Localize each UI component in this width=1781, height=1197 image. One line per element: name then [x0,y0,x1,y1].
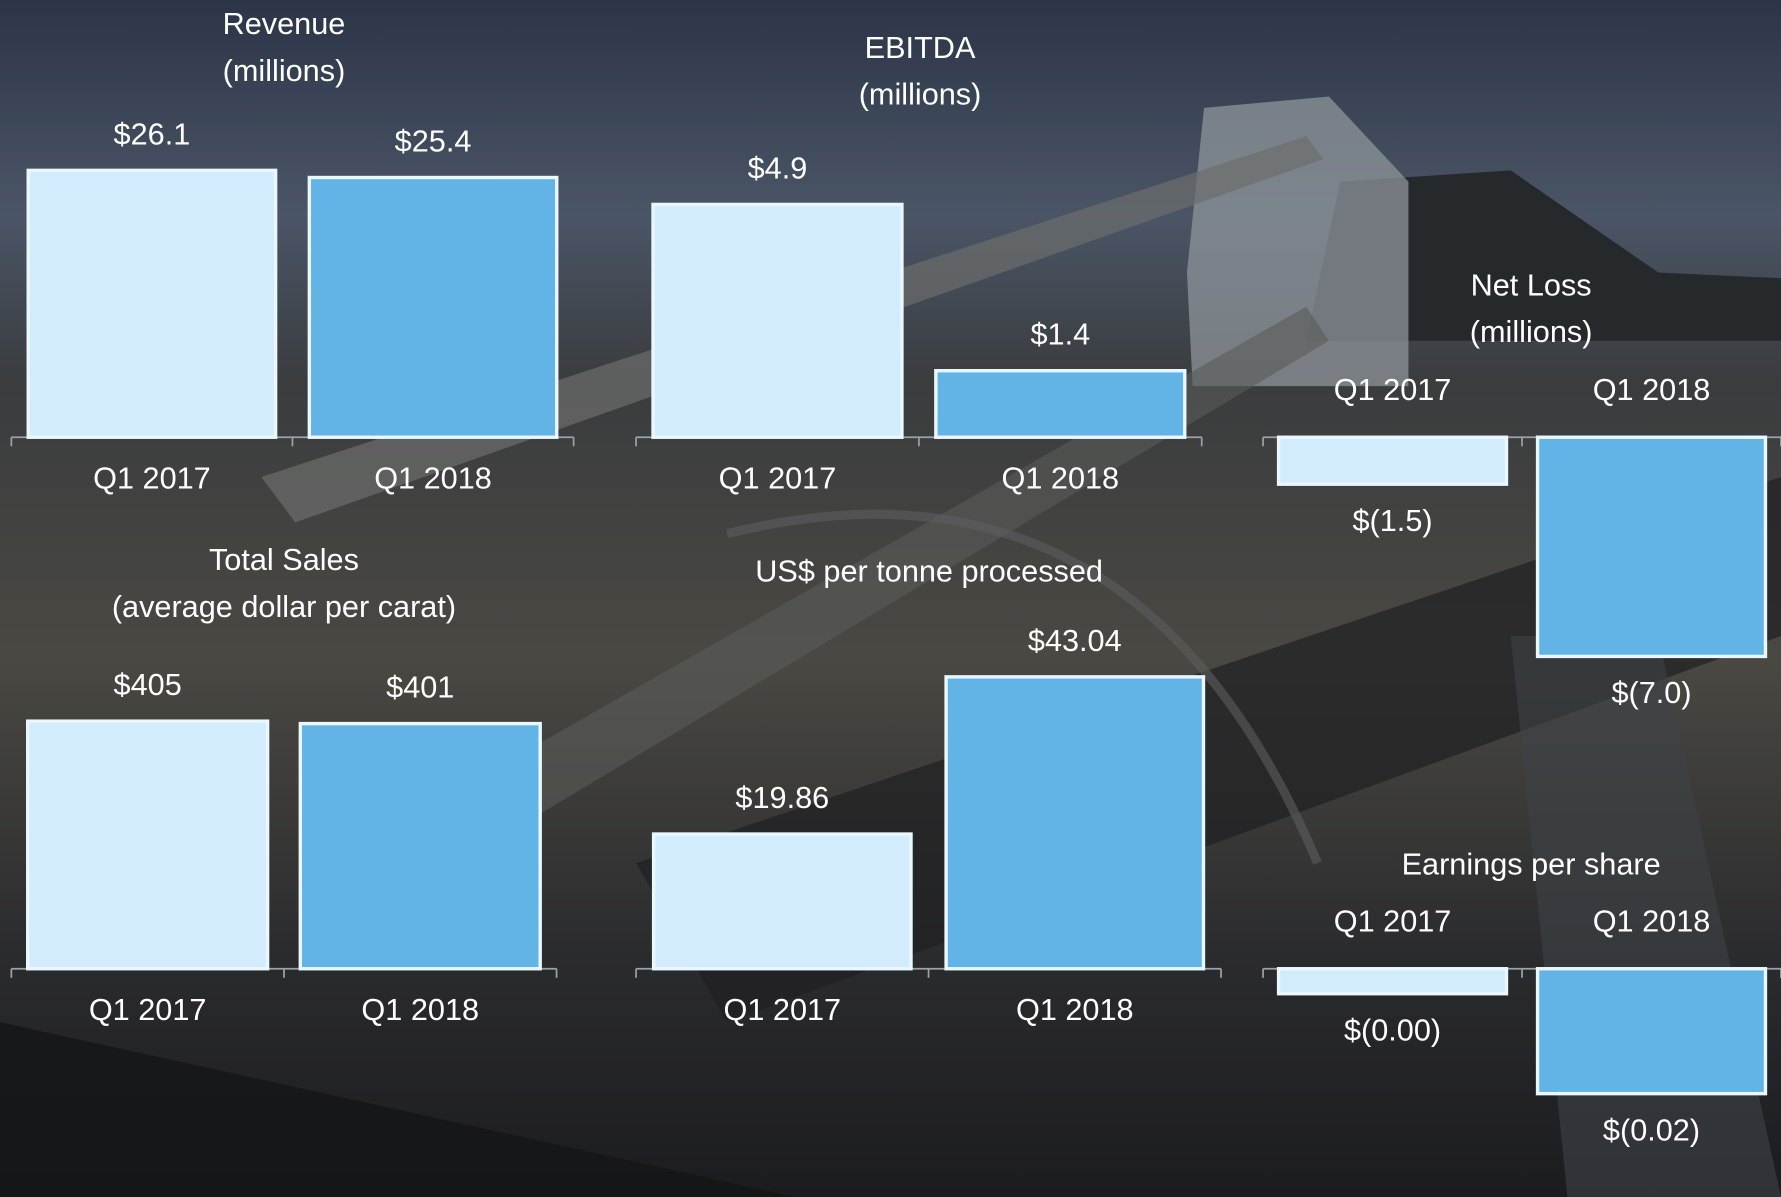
value-label: $(0.00) [1344,1013,1441,1047]
bar [1535,435,1768,659]
value-label: $19.86 [735,781,829,815]
bar [651,202,904,439]
value-label: $43.04 [1028,624,1122,658]
chart: Total Sales (average dollar per carat) $40… [10,543,558,1027]
bar [1276,435,1509,486]
category-label: Q1 2017 [89,993,207,1027]
category-label: Q1 2018 [374,461,492,495]
chart-title: EBITDA [865,31,976,65]
value-label: $4.9 [748,151,808,185]
bar [26,168,278,439]
chart: Revenue (millions) $26.1 Q1 2017 $25.4 Q1 201… [10,7,575,495]
chart-title: Net Loss [1471,268,1592,302]
chart-title: US$ per tonne processed [755,555,1103,589]
chart: US$ per tonne processed $19.86 Q1 2017 $43.… [635,555,1222,1027]
category-label: Q1 2018 [1001,461,1119,495]
category-label: Q1 2018 [1016,993,1134,1027]
chart-title: Total Sales [209,543,359,577]
chart: Earnings per share $(0.00) Q1 2017 $(0.02) Q… [1262,848,1781,1147]
value-label: $405 [114,668,182,702]
bar [934,369,1187,439]
bar [26,719,270,971]
category-label: Q1 2017 [93,461,211,495]
chart-title: Revenue [223,7,346,41]
bar [298,721,542,971]
bar [651,832,913,971]
chart: Net Loss (millions) $(1.5) Q1 2017 $(7.0) Q1 … [1262,268,1781,710]
value-label: $25.4 [395,125,472,159]
chart-subtitle: (millions) [859,78,982,112]
category-label: Q1 2017 [1334,373,1452,407]
category-label: Q1 2017 [1334,904,1452,938]
bar [1276,967,1509,996]
bar [1535,967,1768,1096]
category-label: Q1 2017 [723,993,841,1027]
value-label: $401 [386,671,454,705]
category-label: Q1 2018 [1593,904,1711,938]
category-label: Q1 2018 [361,993,479,1027]
chart-title: Earnings per share [1402,848,1661,882]
value-label: $1.4 [1030,318,1090,352]
chart-subtitle: (average dollar per carat) [112,590,456,624]
category-label: Q1 2017 [719,461,837,495]
value-label: $(7.0) [1611,676,1691,710]
bar [307,175,559,439]
value-label: $(0.02) [1603,1113,1700,1147]
bar [944,675,1206,971]
category-label: Q1 2018 [1593,373,1711,407]
value-label: $(1.5) [1352,504,1432,538]
chart: EBITDA (millions) $4.9 Q1 2017 $1.4 Q1 2018 [635,31,1203,495]
chart-subtitle: (millions) [223,54,346,88]
value-label: $26.1 [114,117,191,151]
chart-subtitle: (millions) [1470,315,1593,349]
